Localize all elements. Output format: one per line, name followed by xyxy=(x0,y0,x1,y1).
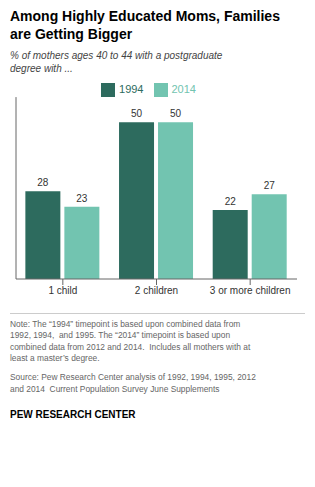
svg-text:3 or more children: 3 or more children xyxy=(210,285,291,296)
html-text:2014: 2014 xyxy=(171,83,196,95)
svg-text:1 child: 1 child xyxy=(48,285,77,296)
html-text:Note: The “1994” timepoint is: Note: The “1994” timepoint is based upon… xyxy=(10,319,251,363)
svg-text:2 children: 2 children xyxy=(135,285,178,296)
svg-text:22: 22 xyxy=(225,196,237,207)
html-text:Among Highly Educated Moms, Fa: Among Highly Educated Moms, Families are… xyxy=(10,8,280,42)
html-text:Source: Pew Research Center an: Source: Pew Research Center analysis of … xyxy=(10,372,256,394)
svg-text:50: 50 xyxy=(131,108,143,119)
svg-text:23: 23 xyxy=(76,193,88,204)
svg-text:27: 27 xyxy=(264,180,276,191)
svg-text:50: 50 xyxy=(170,108,182,119)
svg-text:28: 28 xyxy=(37,177,49,188)
html-text:1994: 1994 xyxy=(119,83,144,95)
html-text:% of mothers ages 40 to 44 wit: % of mothers ages 40 to 44 with a postgr… xyxy=(10,50,223,74)
html-text:PEW RESEARCH CENTER: PEW RESEARCH CENTER xyxy=(10,409,136,421)
